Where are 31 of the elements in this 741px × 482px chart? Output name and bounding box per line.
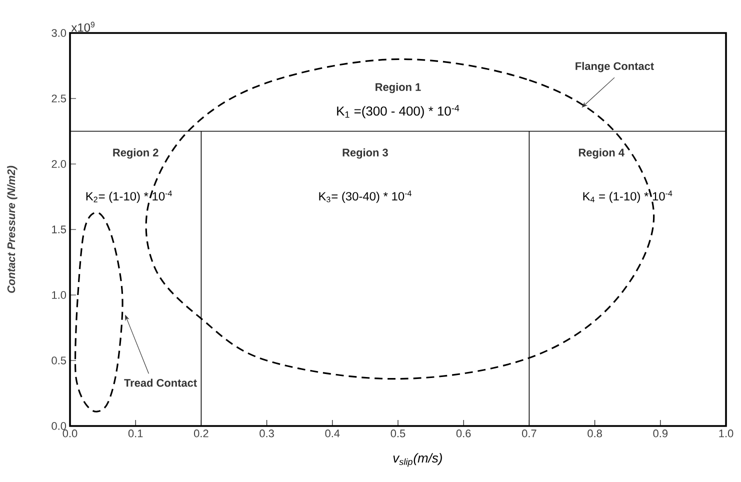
- y-axis-title: Contact Pressure (N/m2): [7, 166, 18, 293]
- annotation: K$_{3}$= (30-40) * 10$^{-4}$: [319, 190, 412, 203]
- annotation: K$_{1}$ =(300 - 400) * 10$^{-4}$: [337, 104, 460, 118]
- y-tick-label: 1.0: [52, 291, 66, 299]
- annotation: Tread Contact: [124, 378, 197, 387]
- x-tick-label: 0.2: [194, 430, 208, 438]
- y-tick-label: 2.0: [52, 160, 66, 168]
- annotation: Region 3: [342, 148, 388, 159]
- text: x10$^{9}$: [71, 22, 95, 32]
- annotation: K$_{4}$ = (1-10) * 10$^{-4}$: [583, 190, 672, 203]
- y-tick-label: 1.5: [52, 226, 66, 234]
- annotation: Region 1: [376, 82, 421, 94]
- y-tick-label: 3.0: [52, 29, 66, 37]
- x-tick-label: 0.3: [260, 430, 274, 438]
- annotation: Region 2: [113, 148, 158, 159]
- x-tick-label: 0.7: [522, 430, 536, 438]
- y-tick-label: 0.0: [52, 422, 66, 430]
- x-tick-label: 0.9: [653, 430, 668, 438]
- x-tick-label: 0.1: [128, 430, 143, 438]
- x-tick-label: 1.0: [719, 430, 734, 438]
- y-tick-label: 0.5: [52, 356, 66, 364]
- y-tick-label: 2.5: [52, 94, 66, 102]
- x-tick-label: 0.5: [390, 430, 406, 438]
- annotation: Flange Contact: [576, 62, 654, 72]
- x-tick-label: 0.4: [325, 430, 340, 438]
- x-tick-label: 0.6: [456, 430, 471, 438]
- x-tick-label: 0.0: [62, 430, 78, 438]
- annotation: Region 4: [578, 148, 624, 159]
- x-axis-title: v$_{slip}$(m/s): [393, 453, 442, 467]
- x-tick-label: 0.8: [588, 430, 602, 438]
- annotation: K$_{2}$= (1-10) * 10$^{-4}$: [86, 190, 172, 203]
